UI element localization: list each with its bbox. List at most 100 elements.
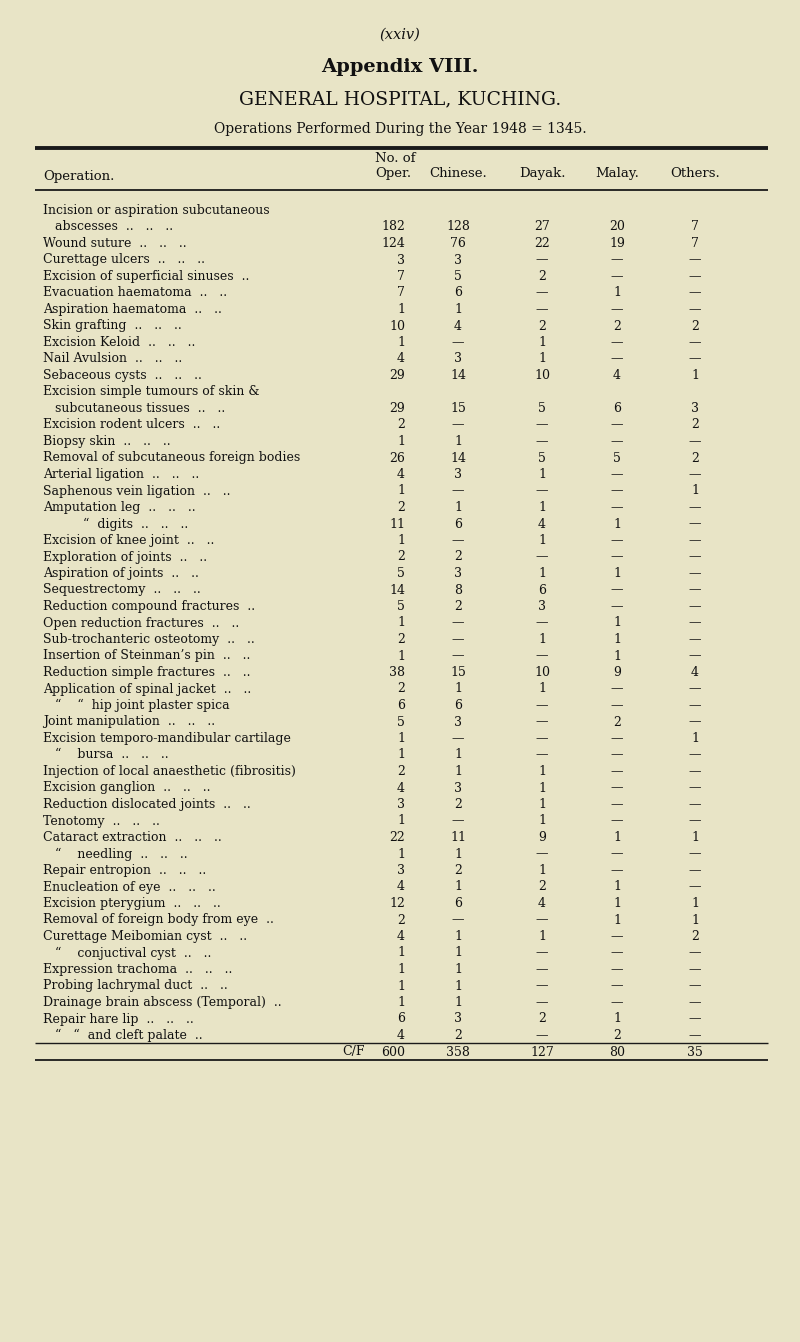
Text: 1: 1: [397, 946, 405, 960]
Text: 26: 26: [389, 451, 405, 464]
Text: 3: 3: [454, 468, 462, 480]
Text: 1: 1: [538, 781, 546, 794]
Text: Biopsy skin  ..   ..   ..: Biopsy skin .. .. ..: [43, 435, 170, 448]
Text: 1: 1: [397, 749, 405, 761]
Text: —: —: [610, 765, 623, 778]
Text: —: —: [610, 501, 623, 514]
Text: 2: 2: [538, 319, 546, 333]
Text: 1: 1: [454, 303, 462, 315]
Text: —: —: [536, 435, 548, 448]
Text: —: —: [610, 946, 623, 960]
Text: 2: 2: [538, 1012, 546, 1025]
Text: 27: 27: [534, 220, 550, 234]
Text: “    “  hip joint plaster spica: “ “ hip joint plaster spica: [43, 699, 230, 713]
Text: Excision of superficial sinuses  ..: Excision of superficial sinuses ..: [43, 270, 250, 283]
Text: 2: 2: [613, 1029, 621, 1041]
Text: Sequestrectomy  ..   ..   ..: Sequestrectomy .. .. ..: [43, 584, 201, 596]
Text: —: —: [689, 584, 702, 596]
Text: —: —: [536, 303, 548, 315]
Text: —: —: [536, 964, 548, 976]
Text: 76: 76: [450, 238, 466, 250]
Text: 5: 5: [613, 451, 621, 464]
Text: 19: 19: [609, 238, 625, 250]
Text: 1: 1: [397, 848, 405, 860]
Text: Arterial ligation  ..   ..   ..: Arterial ligation .. .. ..: [43, 468, 199, 480]
Text: Removal of subcutaneous foreign bodies: Removal of subcutaneous foreign bodies: [43, 451, 300, 464]
Text: —: —: [689, 254, 702, 267]
Text: —: —: [689, 880, 702, 894]
Text: 1: 1: [538, 501, 546, 514]
Text: 1: 1: [538, 534, 546, 548]
Text: 6: 6: [454, 896, 462, 910]
Text: —: —: [689, 683, 702, 695]
Text: 4: 4: [613, 369, 621, 382]
Text: 1: 1: [691, 914, 699, 926]
Text: 358: 358: [446, 1045, 470, 1059]
Text: —: —: [610, 435, 623, 448]
Text: —: —: [689, 600, 702, 613]
Text: 4: 4: [691, 666, 699, 679]
Text: 4: 4: [397, 468, 405, 480]
Text: 11: 11: [450, 831, 466, 844]
Text: 1: 1: [397, 435, 405, 448]
Text: —: —: [610, 419, 623, 432]
Text: —: —: [536, 1029, 548, 1041]
Text: 14: 14: [389, 584, 405, 596]
Text: (xxiv): (xxiv): [379, 28, 421, 42]
Text: —: —: [452, 731, 464, 745]
Text: 1: 1: [397, 731, 405, 745]
Text: 1: 1: [454, 980, 462, 993]
Text: —: —: [689, 616, 702, 629]
Text: 600: 600: [381, 1045, 405, 1059]
Text: 6: 6: [397, 1012, 405, 1025]
Text: —: —: [689, 848, 702, 860]
Text: “  digits  ..   ..   ..: “ digits .. .. ..: [43, 518, 188, 530]
Text: —: —: [536, 914, 548, 926]
Text: 1: 1: [613, 650, 621, 663]
Text: —: —: [610, 864, 623, 878]
Text: 1: 1: [397, 534, 405, 548]
Text: 2: 2: [397, 633, 405, 646]
Text: —: —: [689, 550, 702, 564]
Text: Aspiration of joints  ..   ..: Aspiration of joints .. ..: [43, 568, 199, 580]
Text: 1: 1: [454, 683, 462, 695]
Text: 2: 2: [397, 765, 405, 778]
Text: —: —: [452, 419, 464, 432]
Text: —: —: [689, 303, 702, 315]
Text: 1: 1: [613, 831, 621, 844]
Text: —: —: [689, 996, 702, 1009]
Text: Expression trachoma  ..   ..   ..: Expression trachoma .. .. ..: [43, 964, 232, 976]
Text: Reduction simple fractures  ..   ..: Reduction simple fractures .. ..: [43, 666, 250, 679]
Text: Chinese.: Chinese.: [429, 166, 487, 180]
Text: —: —: [689, 964, 702, 976]
Text: 2: 2: [454, 1029, 462, 1041]
Text: 2: 2: [691, 319, 699, 333]
Text: 2: 2: [397, 683, 405, 695]
Text: 2: 2: [691, 419, 699, 432]
Text: 1: 1: [454, 996, 462, 1009]
Text: Sub-trochanteric osteotomy  ..   ..: Sub-trochanteric osteotomy .. ..: [43, 633, 254, 646]
Text: 5: 5: [454, 270, 462, 283]
Text: —: —: [610, 996, 623, 1009]
Text: 1: 1: [613, 896, 621, 910]
Text: 2: 2: [613, 319, 621, 333]
Text: 1: 1: [397, 996, 405, 1009]
Text: 1: 1: [538, 815, 546, 828]
Text: —: —: [452, 616, 464, 629]
Text: 7: 7: [691, 238, 699, 250]
Text: —: —: [452, 633, 464, 646]
Text: 1: 1: [454, 435, 462, 448]
Text: Exploration of joints  ..   ..: Exploration of joints .. ..: [43, 550, 207, 564]
Text: 127: 127: [530, 1045, 554, 1059]
Text: —: —: [536, 650, 548, 663]
Text: 7: 7: [397, 286, 405, 299]
Text: —: —: [689, 468, 702, 480]
Text: 38: 38: [389, 666, 405, 679]
Text: 1: 1: [613, 880, 621, 894]
Text: —: —: [689, 864, 702, 878]
Text: —: —: [610, 353, 623, 365]
Text: —: —: [610, 781, 623, 794]
Text: —: —: [689, 650, 702, 663]
Text: —: —: [536, 484, 548, 498]
Text: subcutaneous tissues  ..   ..: subcutaneous tissues .. ..: [43, 403, 226, 415]
